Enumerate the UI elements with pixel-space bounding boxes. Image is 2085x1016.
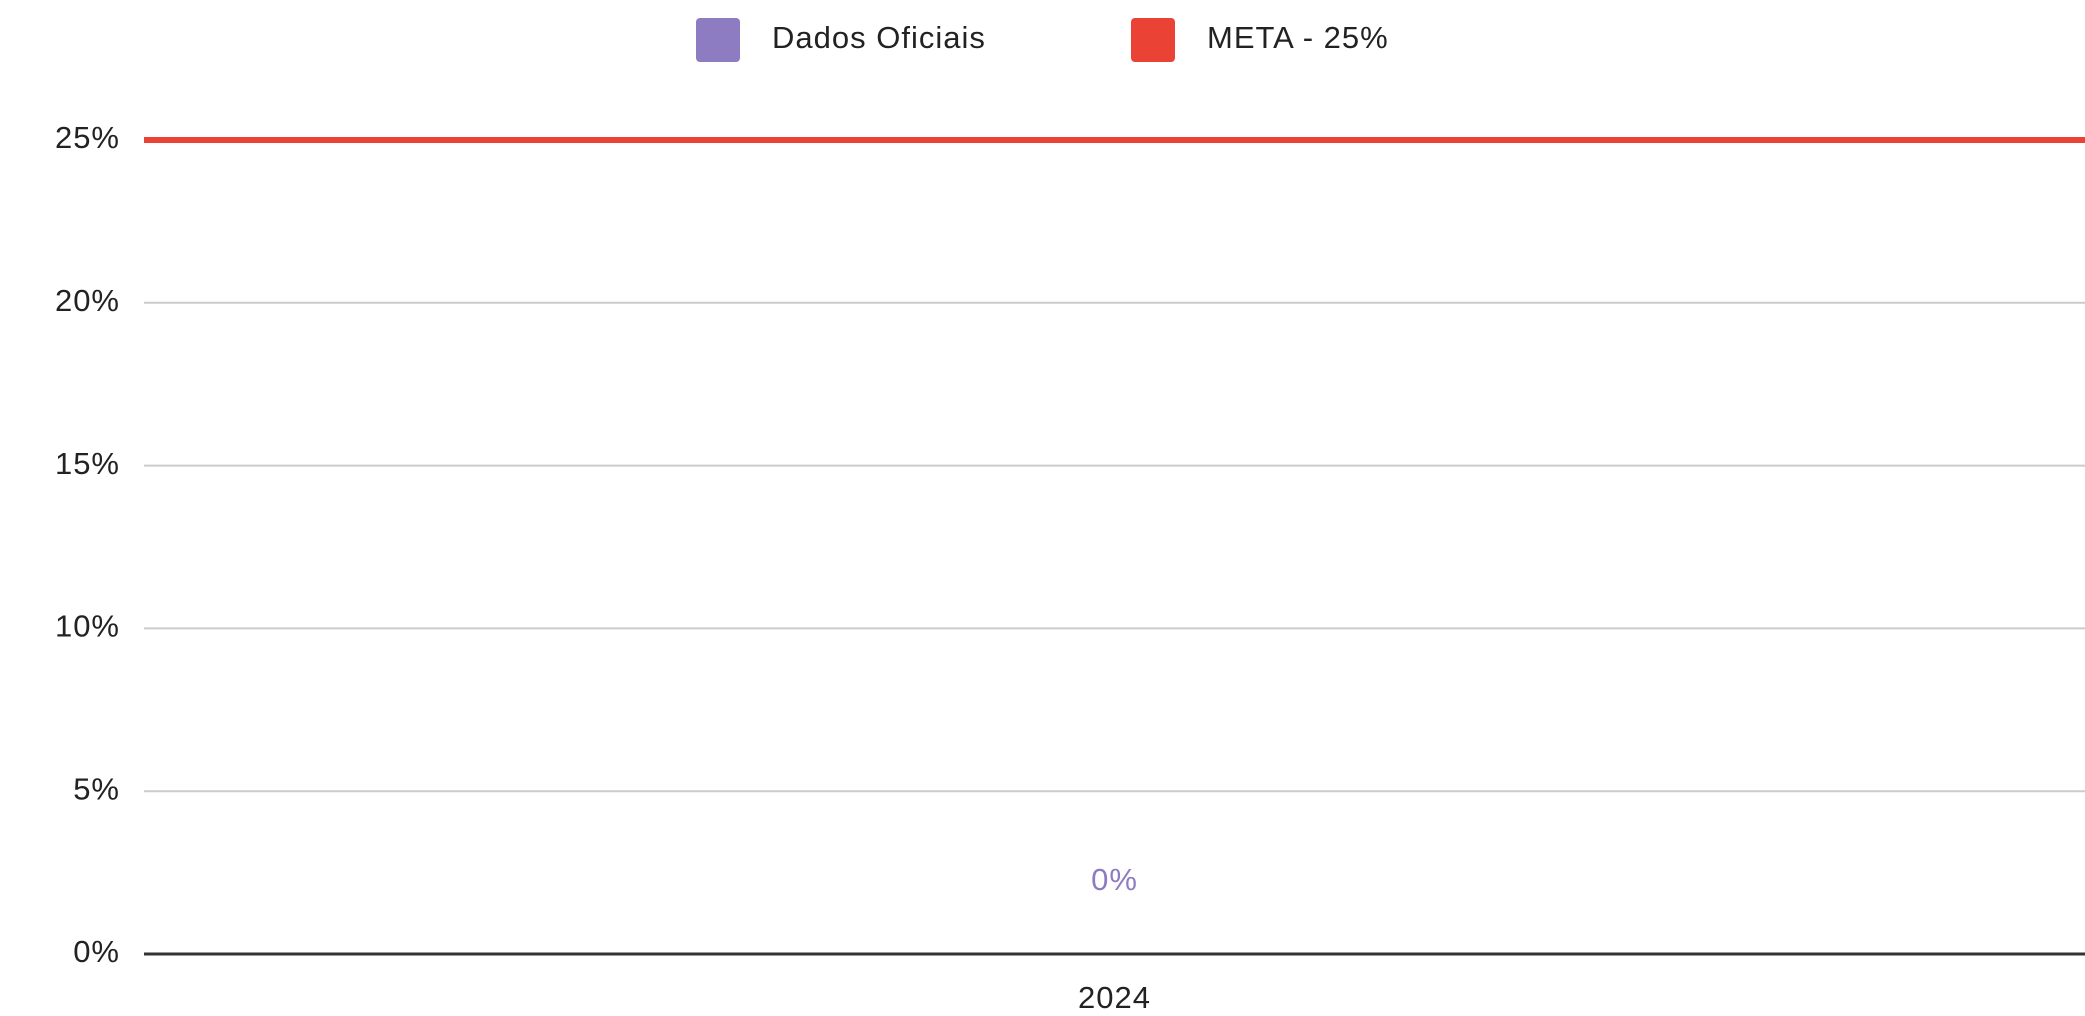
y-tick-label: 25% [55,120,120,155]
legend-swatch [696,18,740,62]
legend-label: Dados Oficiais [772,20,986,55]
y-tick-label: 0% [73,934,120,969]
y-tick-label: 10% [55,609,120,644]
y-tick-label: 5% [73,771,120,806]
x-tick-label: 2024 [1078,980,1151,1015]
y-tick-label: 15% [55,446,120,481]
legend-swatch [1131,18,1175,62]
legend-label: META - 25% [1207,20,1389,55]
data-label: 0% [1091,862,1138,897]
y-tick-label: 20% [55,283,120,318]
